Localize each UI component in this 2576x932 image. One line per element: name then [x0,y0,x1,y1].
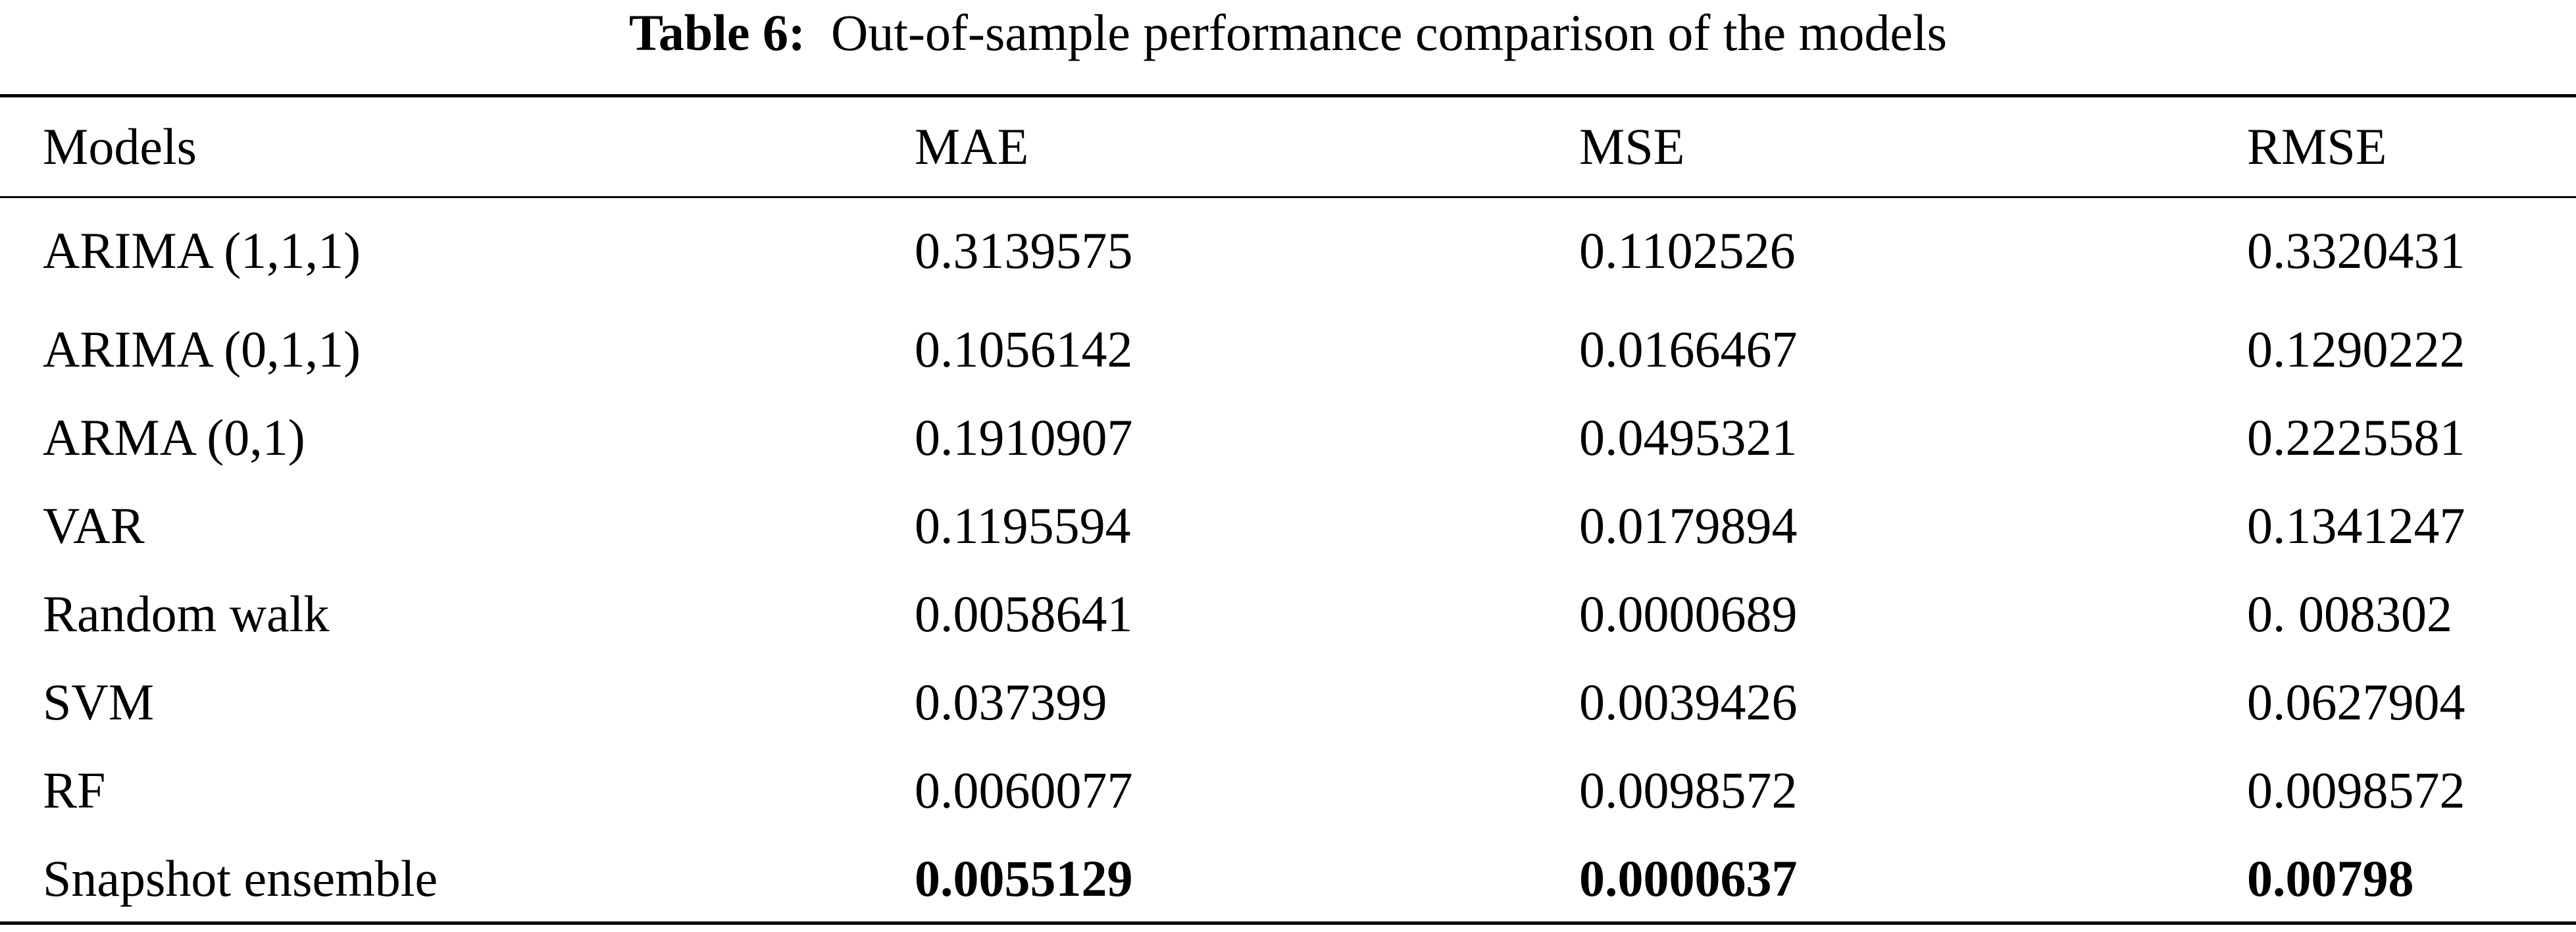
table-bottom-rule [0,921,2576,925]
model-name: RF [43,762,106,819]
header-mae: MAE [915,118,1029,175]
rmse-value: 0.1290222 [2247,321,2465,378]
results-table: Models MAE MSE RMSE ARIMA (1,1,1) 0.3139… [0,97,2576,923]
mse-value: 0.1102526 [1579,222,1796,279]
rmse-value-best: 0.00798 [2247,850,2414,907]
model-name: Random walk [43,585,330,642]
table-header-rule [0,196,2576,198]
rmse-value: 0.1341247 [2247,497,2465,554]
table-row: RF 0.0060077 0.0098572 0.0098572 [0,746,2576,835]
table-caption: Table 6: Out-of-sample performance compa… [0,0,2576,66]
mse-value: 0.0495321 [1579,409,1798,466]
table-row: VAR 0.1195594 0.0179894 0.1341247 [0,482,2576,570]
mae-value-best: 0.0055129 [915,850,1133,907]
mse-value-best: 0.0000637 [1579,850,1798,907]
mse-value: 0.0039426 [1579,673,1798,731]
mae-value: 0.1195594 [915,497,1131,554]
model-name: ARIMA (1,1,1) [43,222,361,279]
rmse-value: 0.2225581 [2247,409,2465,466]
table-row: ARIMA (0,1,1) 0.1056142 0.0166467 0.1290… [0,305,2576,394]
rmse-value: 0. 008302 [2247,585,2452,642]
header-models: Models [43,118,197,175]
table-top-rule [0,94,2576,97]
mse-value: 0.0179894 [1579,497,1798,554]
mae-value: 0.037399 [915,673,1107,731]
mae-value: 0.0058641 [915,585,1133,642]
table-row: Random walk 0.0058641 0.0000689 0. 00830… [0,570,2576,658]
header-mse: MSE [1579,118,1685,175]
mse-value: 0.0098572 [1579,762,1798,819]
mae-value: 0.0060077 [915,762,1133,819]
model-name: VAR [43,497,145,554]
model-name: ARMA (0,1) [43,409,305,466]
model-name: Snapshot ensemble [43,850,438,907]
mae-value: 0.3139575 [915,222,1133,279]
model-name: ARIMA (0,1,1) [43,321,361,378]
rmse-value: 0.3320431 [2247,222,2465,279]
table-header-row: Models MAE MSE RMSE [0,97,2576,196]
table-caption-label: Table 6: [629,4,806,61]
table-caption-text: Out-of-sample performance comparison of … [831,4,1947,61]
model-name: SVM [43,673,155,731]
mae-value: 0.1910907 [915,409,1133,466]
table-row: ARMA (0,1) 0.1910907 0.0495321 0.2225581 [0,394,2576,482]
mse-value: 0.0166467 [1579,321,1798,378]
table-row: Snapshot ensemble 0.0055129 0.0000637 0.… [0,835,2576,923]
mse-value: 0.0000689 [1579,585,1798,642]
rmse-value: 0.0627904 [2247,673,2465,731]
mae-value: 0.1056142 [915,321,1133,378]
header-rmse: RMSE [2247,118,2387,175]
table-row: SVM 0.037399 0.0039426 0.0627904 [0,658,2576,746]
rmse-value: 0.0098572 [2247,762,2465,819]
table-row: ARIMA (1,1,1) 0.3139575 0.1102526 0.3320… [0,196,2576,305]
